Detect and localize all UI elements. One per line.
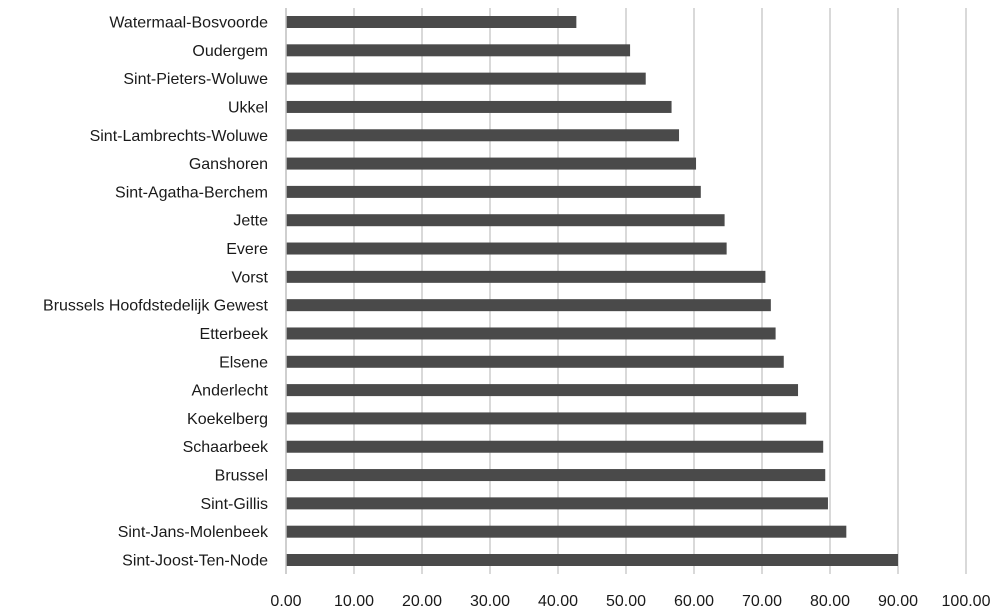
category-label: Elsene bbox=[219, 354, 268, 371]
bar bbox=[286, 525, 847, 538]
bar bbox=[286, 157, 697, 170]
bar bbox=[286, 270, 766, 283]
category-label: Etterbeek bbox=[200, 326, 269, 343]
category-label: Evere bbox=[226, 241, 268, 258]
bar bbox=[286, 214, 725, 227]
bars bbox=[286, 16, 898, 566]
category-label: Anderlecht bbox=[192, 383, 269, 400]
bar bbox=[286, 440, 824, 453]
x-tick-label: 30.00 bbox=[470, 593, 510, 610]
category-label: Sint-Gillis bbox=[200, 496, 268, 513]
x-tick-label: 70.00 bbox=[742, 593, 782, 610]
x-tick-labels: 0.00 10.00 20.00 30.00 40.00 50.00 60.00 70.00 8… bbox=[270, 593, 990, 610]
x-tick-label: 40.00 bbox=[538, 593, 578, 610]
x-tick-label: 60.00 bbox=[674, 593, 714, 610]
grid-lines bbox=[353, 8, 967, 574]
category-label: Sint-Lambrechts-Woluwe bbox=[90, 128, 269, 145]
x-tick-label: 0.00 bbox=[270, 593, 301, 610]
category-label: Ukkel bbox=[228, 99, 268, 116]
category-label: Schaarbeek bbox=[183, 439, 269, 456]
bar bbox=[286, 242, 727, 255]
x-tick-label: 10.00 bbox=[334, 593, 374, 610]
category-label: Sint-Pieters-Woluwe bbox=[123, 71, 268, 88]
bar bbox=[286, 299, 771, 312]
bar bbox=[286, 327, 776, 340]
category-label: Sint-Jans-Molenbeek bbox=[118, 524, 269, 541]
category-labels: Watermaal-Bosvoorde Oudergem Sint-Pieters-… bbox=[43, 15, 269, 570]
category-label: Ganshoren bbox=[189, 156, 268, 173]
category-label: Oudergem bbox=[192, 43, 268, 60]
x-tick-label: 80.00 bbox=[810, 593, 850, 610]
category-label: Sint-Agatha-Berchem bbox=[115, 184, 268, 201]
bar bbox=[286, 554, 898, 566]
category-label: Watermaal-Bosvoorde bbox=[109, 15, 268, 32]
category-label: Vorst bbox=[232, 269, 269, 286]
bar bbox=[286, 185, 701, 198]
x-tick-label: 90.00 bbox=[878, 593, 918, 610]
category-label: Koekelberg bbox=[187, 411, 268, 428]
category-label: Sint-Joost-Ten-Node bbox=[122, 553, 268, 570]
category-label: Brussels Hoofdstedelijk Gewest bbox=[43, 298, 269, 315]
bar bbox=[286, 44, 631, 57]
bar bbox=[286, 384, 799, 397]
x-tick-label: 20.00 bbox=[402, 593, 442, 610]
bar bbox=[286, 100, 672, 113]
bar bbox=[286, 497, 828, 510]
category-label: Jette bbox=[233, 213, 268, 230]
bar bbox=[286, 355, 784, 368]
bar bbox=[286, 412, 807, 425]
bar bbox=[286, 16, 577, 28]
bar bbox=[286, 72, 646, 85]
x-tick-label: 100.00 bbox=[942, 593, 991, 610]
bar bbox=[286, 469, 826, 482]
bar bbox=[286, 129, 680, 142]
category-label: Brussel bbox=[215, 468, 268, 485]
x-tick-label: 50.00 bbox=[606, 593, 646, 610]
